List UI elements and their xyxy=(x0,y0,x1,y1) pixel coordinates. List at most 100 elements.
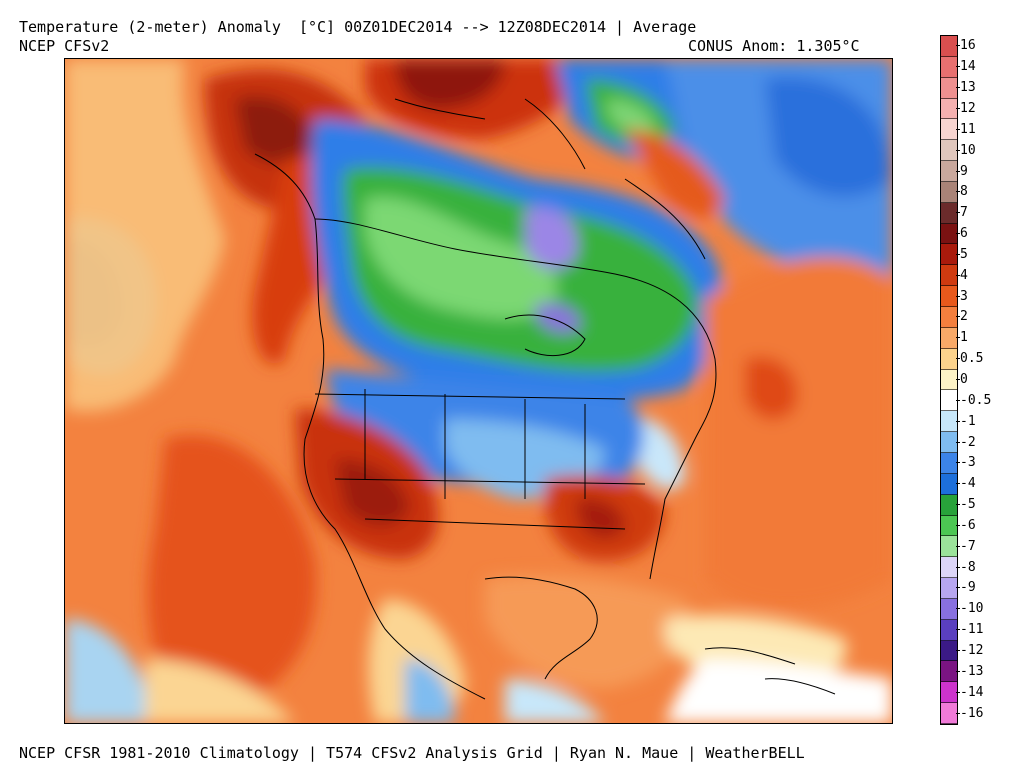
colorbar-swatch xyxy=(941,494,957,516)
colorbar-swatch xyxy=(941,661,957,683)
colorbar-label: -11 xyxy=(960,622,984,638)
colorbar-tick xyxy=(956,45,960,47)
colorbar-swatch xyxy=(941,244,957,266)
colorbar-swatch xyxy=(941,432,957,453)
footer-credits: NCEP CFSR 1981-2010 Climatology | T574 C… xyxy=(19,744,805,762)
colorbar-label: 0 xyxy=(960,372,968,387)
colorbar-label: -1 xyxy=(960,413,976,429)
colorbar-tick xyxy=(956,650,960,652)
colorbar-swatch xyxy=(941,265,957,287)
colorbar-swatch xyxy=(941,161,957,182)
colorbar-tick xyxy=(956,87,960,89)
colorbar-label: -0.5 xyxy=(960,392,992,408)
colorbar-tick xyxy=(956,462,960,464)
colorbar-swatch xyxy=(941,598,957,620)
colorbar-tick xyxy=(956,483,960,485)
colorbar-tick xyxy=(956,191,960,193)
colorbar-label: 9 xyxy=(960,163,968,179)
colorbar-tick xyxy=(956,587,960,589)
colorbar-tick xyxy=(956,170,960,172)
colorbar-tick xyxy=(956,524,960,526)
colorbar-tick xyxy=(956,337,960,339)
colorbar-label: -9 xyxy=(960,580,976,596)
colorbar-tick xyxy=(956,66,960,68)
colorbar-swatch xyxy=(941,77,957,99)
colorbar-label: 10 xyxy=(960,142,976,158)
colorbar-label: -2 xyxy=(960,434,976,450)
colorbar-swatch xyxy=(941,411,957,433)
colorbar-label: -4 xyxy=(960,476,976,492)
temperature-anomaly-map xyxy=(64,58,893,724)
colorbar-tick xyxy=(956,274,960,276)
colorbar-swatch xyxy=(941,307,957,328)
colorbar-label: 13 xyxy=(960,80,976,96)
colorbar-label: 1 xyxy=(960,330,968,346)
colorbar-tick xyxy=(956,670,960,672)
colorbar-tick xyxy=(956,358,960,360)
colorbar-label: 12 xyxy=(960,100,976,116)
colorbar-tick xyxy=(956,712,960,714)
colorbar-swatch xyxy=(941,327,957,349)
colorbar-swatch xyxy=(941,36,957,57)
colorbar-label: 2 xyxy=(960,309,968,325)
colorbar-label: 6 xyxy=(960,226,968,242)
colorbar-tick xyxy=(956,107,960,109)
colorbar-tick xyxy=(956,295,960,297)
colorbar-label: -6 xyxy=(960,517,976,533)
colorbar-tick xyxy=(956,629,960,631)
colorbar-swatch xyxy=(941,536,957,558)
colorbar-label: 16 xyxy=(960,38,976,54)
colorbar-label: -16 xyxy=(960,705,984,721)
colorbar-label: -13 xyxy=(960,663,984,679)
colorbar-tick xyxy=(956,691,960,693)
colorbar-swatch xyxy=(941,619,957,641)
colorbar-label: 3 xyxy=(960,288,968,304)
colorbar-tick xyxy=(956,149,960,151)
colorbar-swatch xyxy=(941,703,957,724)
colorbar-tick xyxy=(956,212,960,214)
colorbar-label: 11 xyxy=(960,121,976,137)
colorbar-swatch xyxy=(941,223,957,245)
colorbar-swatch xyxy=(941,557,957,579)
colorbar-label: 0.5 xyxy=(960,351,984,367)
colorbar-swatch xyxy=(941,515,957,537)
colorbar-swatch xyxy=(941,56,957,78)
colorbar-label: 4 xyxy=(960,267,968,283)
colorbar-swatch xyxy=(941,473,957,495)
colorbar-swatch xyxy=(941,640,957,662)
colorbar-label: 7 xyxy=(960,205,968,221)
colorbar-swatch xyxy=(941,181,957,203)
colorbar-label: -3 xyxy=(960,455,976,471)
colorbar-tick xyxy=(956,504,960,506)
colorbar-swatch xyxy=(941,578,957,599)
colorbar-label: 14 xyxy=(960,59,976,75)
colorbar-label: -12 xyxy=(960,643,984,659)
colorbar-tick xyxy=(956,253,960,255)
colorbar-swatch xyxy=(941,119,957,141)
colorbar-swatch xyxy=(941,452,957,474)
colorbar-swatch xyxy=(941,369,957,391)
colorbar xyxy=(940,35,958,725)
map-title: Temperature (2-meter) Anomaly [°C] 00Z01… xyxy=(19,18,697,36)
colorbar-label: 5 xyxy=(960,246,968,262)
model-name: NCEP CFSv2 xyxy=(19,37,110,55)
colorbar-label: -10 xyxy=(960,601,984,617)
colorbar-label: -8 xyxy=(960,559,976,575)
conus-anomaly-value: CONUS Anom: 1.305°C xyxy=(688,37,860,55)
map-canvas xyxy=(65,59,892,723)
colorbar-label: -7 xyxy=(960,538,976,554)
colorbar-swatch xyxy=(941,98,957,120)
colorbar-label: -5 xyxy=(960,497,976,513)
colorbar-swatch xyxy=(941,140,957,162)
colorbar-tick xyxy=(956,608,960,610)
colorbar-tick xyxy=(956,399,960,401)
colorbar-tick xyxy=(956,420,960,422)
colorbar-tick xyxy=(956,379,960,380)
colorbar-label: 8 xyxy=(960,184,968,200)
colorbar-tick xyxy=(956,441,960,443)
anomaly-field xyxy=(65,59,892,723)
colorbar-swatch xyxy=(941,286,957,308)
colorbar-tick xyxy=(956,566,960,568)
colorbar-tick xyxy=(956,316,960,318)
colorbar-label: -14 xyxy=(960,684,984,700)
